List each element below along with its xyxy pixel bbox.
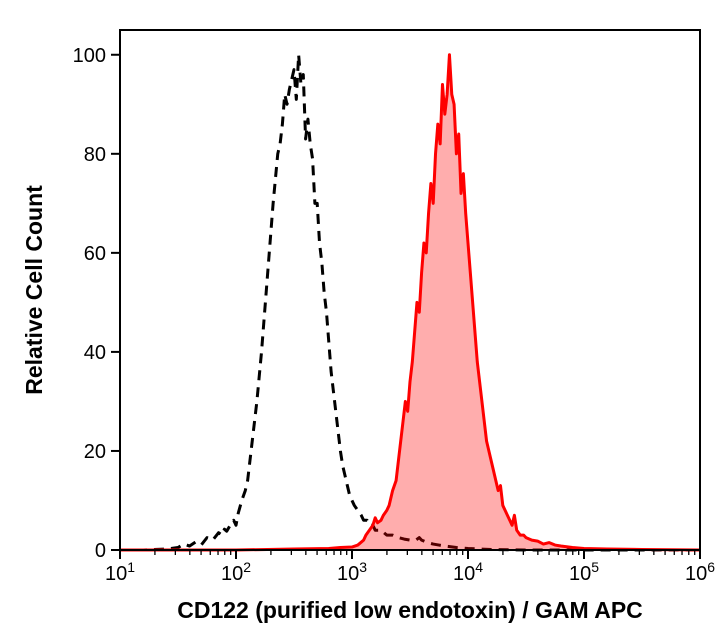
y-tick-label: 80 <box>84 144 106 166</box>
x-tick-label: 103 <box>337 559 367 585</box>
y-tick-label: 20 <box>84 441 106 463</box>
chart-container: 101 102 103 104 105 106 CD122 (purified low en… <box>0 0 722 641</box>
x-tick-label: 106 <box>685 559 715 585</box>
x-axis-label: CD122 (purified low endotoxin) / GAM APC <box>177 597 643 623</box>
y-tick-label: 0 <box>95 540 106 562</box>
x-tick-label: 101 <box>105 559 135 585</box>
x-tick-label: 105 <box>569 559 599 585</box>
y-tick-label: 60 <box>84 243 106 265</box>
x-tick-label: 102 <box>221 559 251 585</box>
y-tick-label: 40 <box>84 342 106 364</box>
y-axis-label: Relative Cell Count <box>21 185 47 395</box>
y-tick-label: 100 <box>73 45 106 67</box>
x-tick-label: 104 <box>453 559 483 585</box>
flow-cytometry-histogram: 101 102 103 104 105 106 CD122 (purified low en… <box>0 0 722 641</box>
